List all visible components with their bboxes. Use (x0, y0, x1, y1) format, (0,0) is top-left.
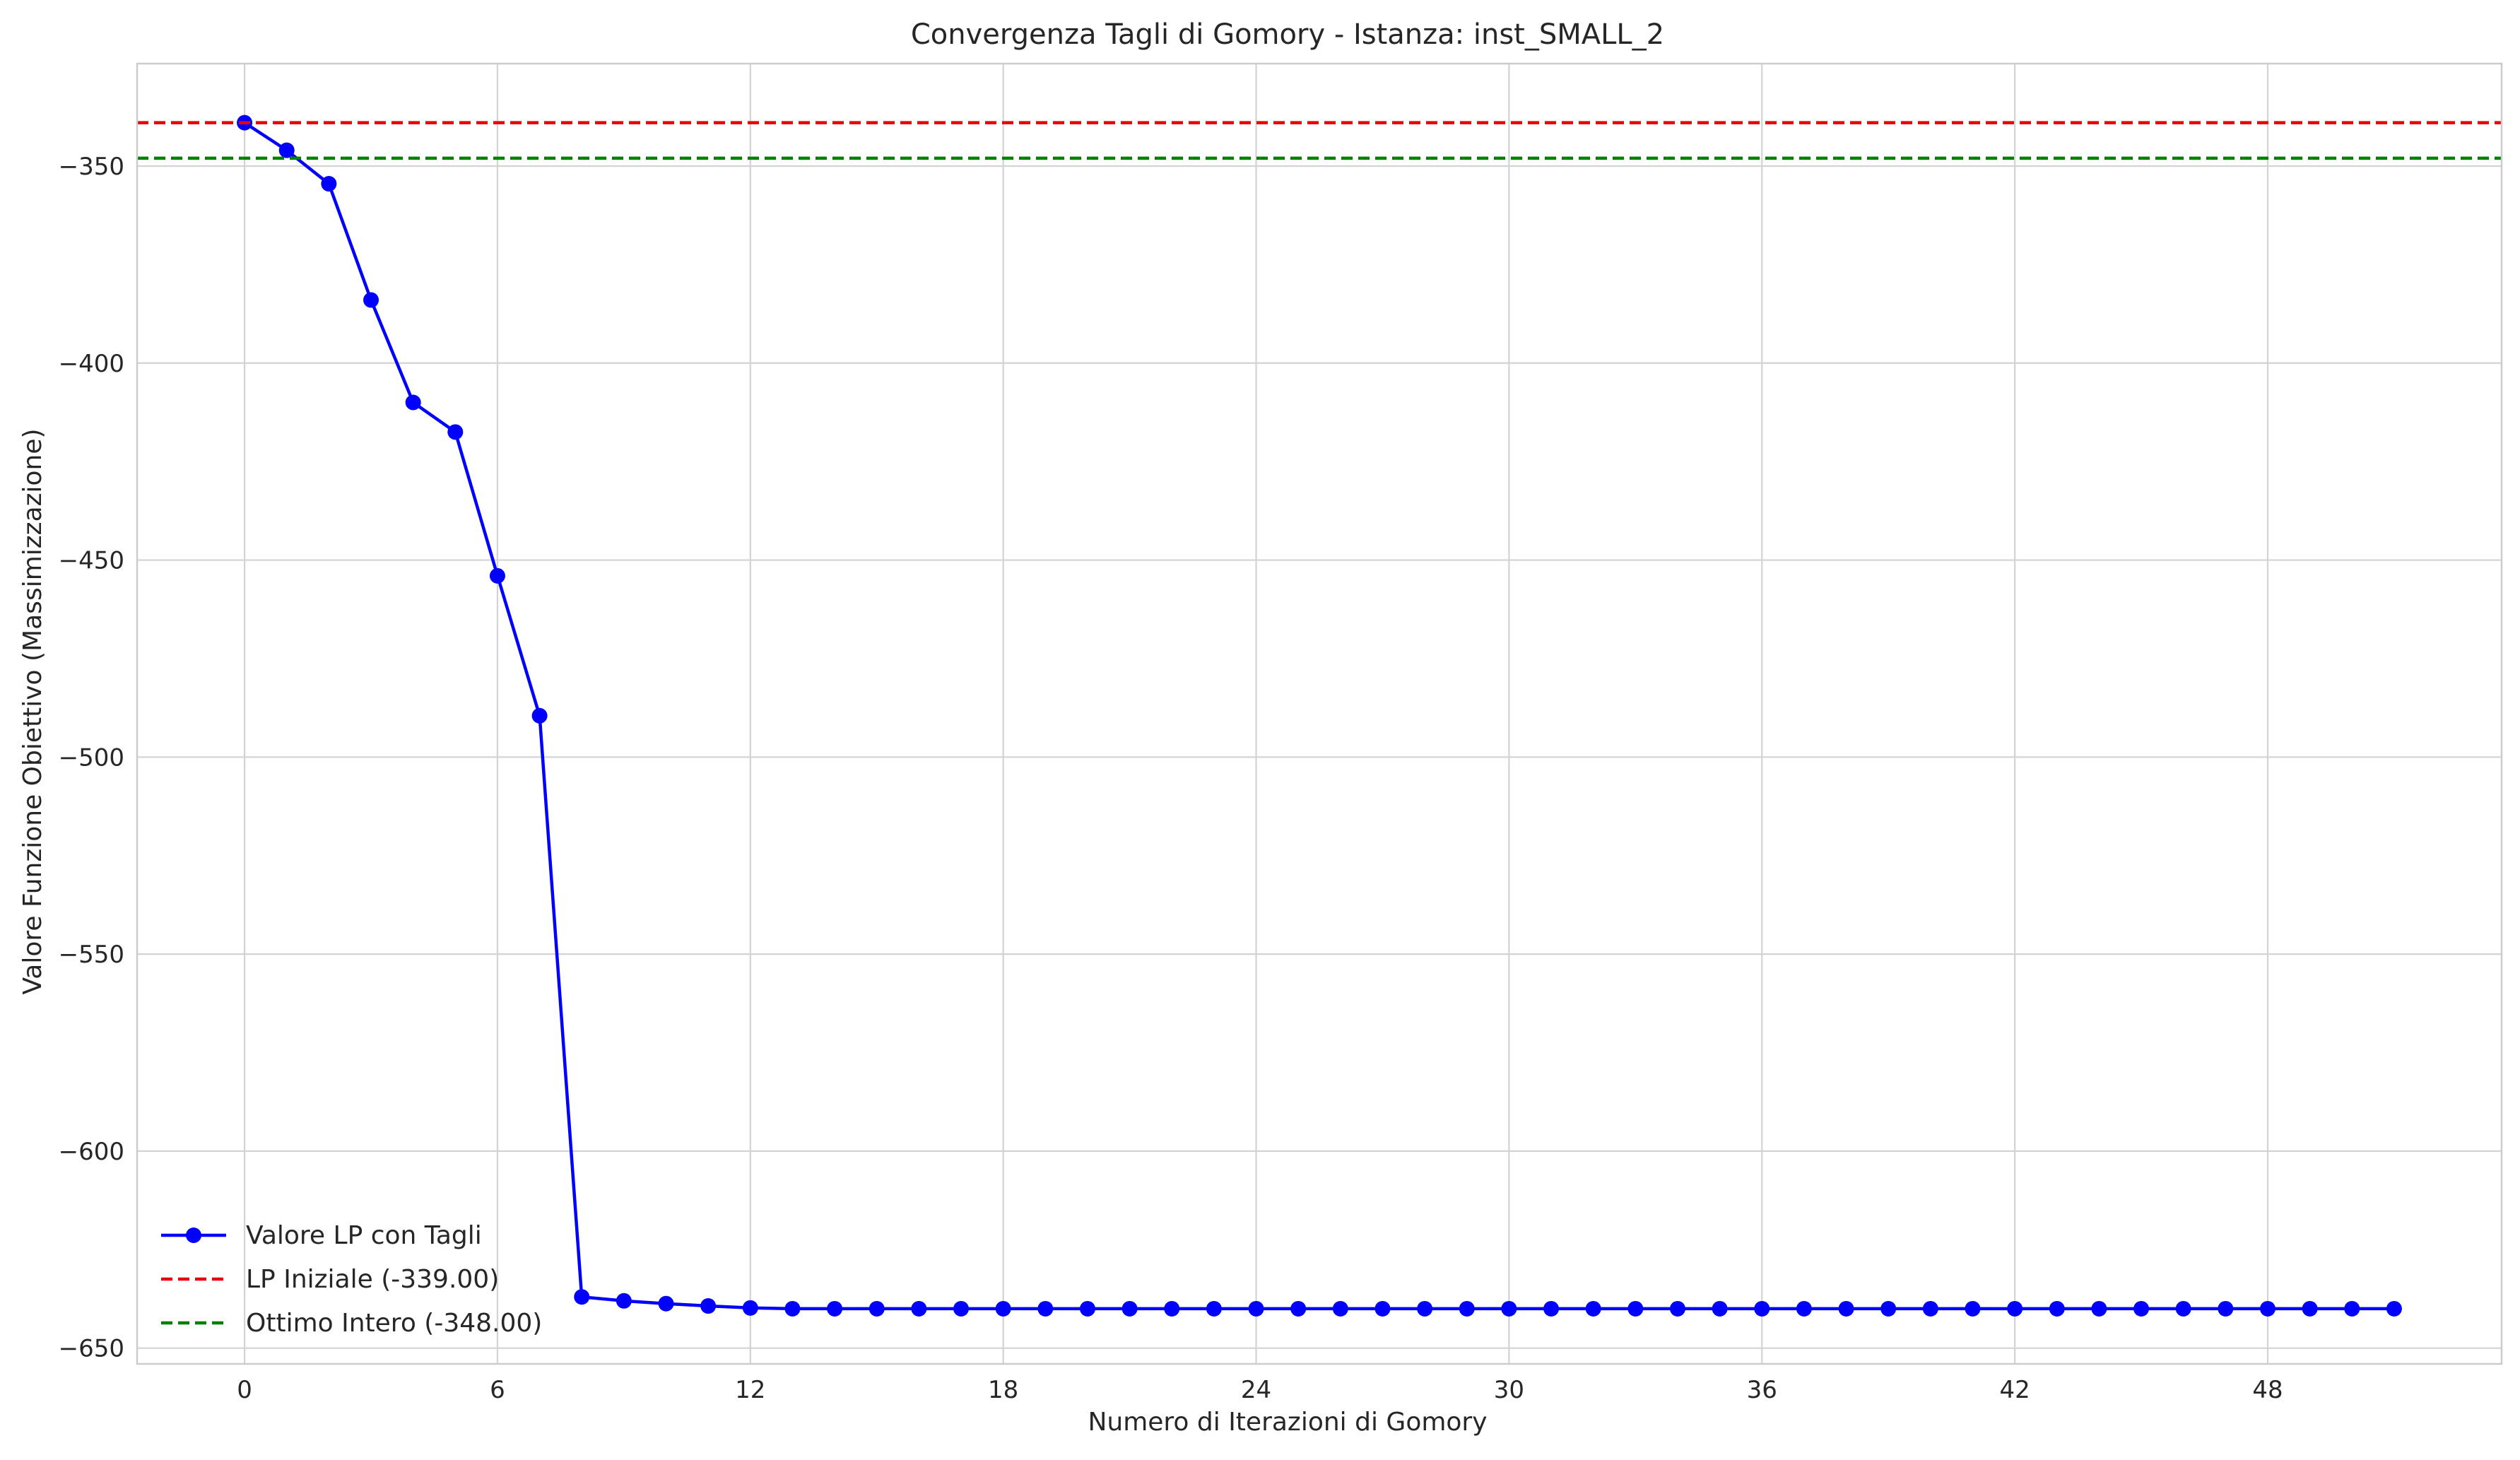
data-point (869, 1300, 885, 1317)
data-point (784, 1300, 801, 1317)
x-tick-label: 18 (988, 1376, 1018, 1404)
data-point (658, 1295, 674, 1312)
data-point (1838, 1300, 1854, 1317)
x-tick-label: 30 (1494, 1376, 1524, 1404)
data-point (2302, 1300, 2318, 1317)
x-axis-label: Numero di Iterazioni di Gomory (1088, 1408, 1487, 1437)
data-point (321, 176, 337, 192)
y-axis-label: Valore Funzione Obiettivo (Massimizzazio… (18, 428, 47, 994)
data-point (447, 424, 464, 440)
y-tick-label: −400 (59, 350, 124, 378)
data-point (1627, 1300, 1644, 1317)
data-point (2175, 1300, 2191, 1317)
data-point (2091, 1300, 2107, 1317)
data-point (1712, 1300, 1728, 1317)
data-point (1121, 1300, 1138, 1317)
y-tick-label: −600 (59, 1138, 124, 1166)
data-point (278, 142, 295, 158)
data-point (1796, 1300, 1812, 1317)
y-tick-label: −350 (59, 153, 124, 181)
data-point (1079, 1300, 1095, 1317)
data-point (1164, 1300, 1180, 1317)
data-point (616, 1293, 632, 1309)
x-tick-label: 24 (1241, 1376, 1271, 1404)
data-point (574, 1289, 590, 1305)
data-point (953, 1300, 970, 1317)
data-point (2049, 1300, 2065, 1317)
x-tick-label: 6 (490, 1376, 505, 1404)
legend: Valore LP con Tagli LP Iniziale (-339.00)… (161, 1221, 542, 1338)
data-point (2259, 1300, 2275, 1317)
legend-label: Ottimo Intero (-348.00) (246, 1309, 542, 1338)
data-point (1754, 1300, 1770, 1317)
data-point (827, 1300, 843, 1317)
data-point (995, 1300, 1011, 1317)
data-point (1543, 1300, 1560, 1317)
chart-title: Convergenza Tagli di Gomory - Istanza: i… (911, 18, 1664, 51)
series-line-lp-con-tagli (243, 121, 2394, 1311)
y-tick-label: −450 (59, 547, 124, 575)
data-point (1248, 1300, 1264, 1317)
data-point (1669, 1300, 1685, 1317)
data-point (1922, 1300, 1938, 1317)
x-tick-label: 42 (1999, 1376, 2030, 1404)
data-point (531, 707, 548, 724)
x-tick-label: 48 (2252, 1376, 2283, 1404)
data-point (2218, 1300, 2234, 1317)
data-point (1290, 1300, 1307, 1317)
legend-swatch-marker (186, 1228, 201, 1243)
legend-label: LP Iniziale (-339.00) (246, 1265, 499, 1294)
x-tick-label: 36 (1747, 1376, 1777, 1404)
data-point (1459, 1300, 1475, 1317)
x-tick-label: 0 (237, 1376, 252, 1404)
data-point (742, 1300, 758, 1316)
data-point (1037, 1300, 1054, 1317)
x-tick-label: 12 (735, 1376, 765, 1404)
data-point (2133, 1300, 2150, 1317)
data-point (1374, 1300, 1391, 1317)
data-point (1501, 1300, 1517, 1317)
legend-label: Valore LP con Tagli (246, 1221, 482, 1250)
data-point (700, 1298, 717, 1314)
data-point (1332, 1300, 1348, 1317)
axes-frame (136, 62, 2503, 1365)
data-point (1206, 1300, 1222, 1317)
data-point (1880, 1300, 1897, 1317)
data-point (911, 1300, 927, 1317)
data-point (363, 292, 379, 308)
data-point (1965, 1300, 1981, 1317)
data-point (489, 567, 505, 584)
data-point (2386, 1300, 2402, 1317)
data-point (2344, 1300, 2360, 1317)
y-tick-label: −500 (59, 743, 124, 772)
y-tick-label: −550 (59, 941, 124, 969)
data-point (1417, 1300, 1433, 1317)
plot-area (137, 64, 2502, 1364)
data-point (405, 394, 421, 411)
y-tick-label: −650 (59, 1335, 124, 1363)
data-point (2007, 1300, 2023, 1317)
data-point (1585, 1300, 1601, 1317)
